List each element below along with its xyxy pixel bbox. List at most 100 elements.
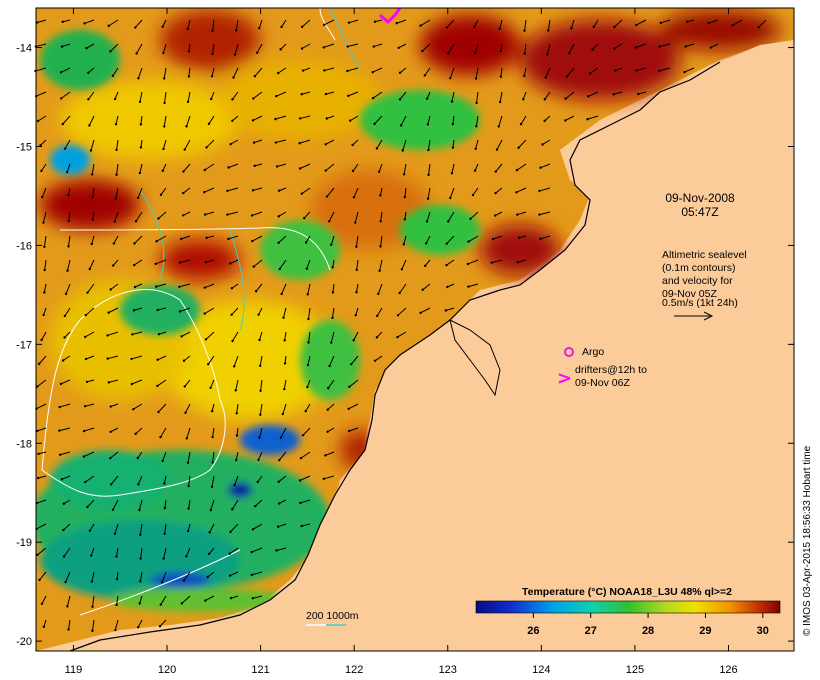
velocity-arrow [179, 259, 191, 264]
velocity-arrow [159, 619, 167, 627]
velocity-arrow-head [445, 26, 449, 29]
velocity-arrow-head [60, 97, 63, 100]
velocity-arrow [302, 427, 311, 436]
velocity-arrow [475, 115, 479, 127]
velocity-arrow [86, 379, 95, 383]
velocity-arrow-head [60, 45, 64, 48]
velocity-arrow-head [375, 314, 379, 318]
velocity-arrow [63, 547, 71, 557]
velocity-arrow-head [211, 435, 214, 439]
velocity-arrow-head [43, 268, 46, 272]
velocity-arrow [252, 235, 263, 242]
velocity-arrow [43, 283, 47, 293]
velocity-arrow [636, 67, 647, 71]
velocity-arrow-head [251, 239, 254, 243]
velocity-arrow-head [450, 172, 454, 175]
velocity-arrow [373, 43, 383, 48]
velocity-arrow [87, 67, 95, 74]
velocity-arrow-head [399, 124, 403, 127]
velocity-arrow [40, 139, 47, 146]
velocity-arrow-head [233, 484, 236, 487]
velocity-arrow [188, 475, 191, 487]
velocity-arrow-head [88, 124, 91, 127]
velocity-arrow-head [259, 364, 262, 367]
velocity-arrow-head [111, 508, 115, 511]
velocity-arrow [253, 259, 263, 267]
velocity-arrow [41, 595, 47, 605]
velocity-arrow-head [138, 171, 142, 175]
velocity-arrow [116, 139, 119, 150]
velocity-arrow [228, 235, 239, 240]
velocity-arrow [155, 259, 167, 265]
velocity-arrow-head [683, 70, 686, 74]
velocity-arrow-head [350, 362, 353, 366]
velocity-arrow-head [322, 23, 326, 27]
velocity-arrow [92, 187, 95, 198]
velocity-arrow-head [326, 430, 329, 434]
velocity-arrow [380, 235, 383, 247]
velocity-arrow [307, 307, 311, 319]
velocity-arrow [305, 403, 311, 412]
velocity-arrow-head [203, 286, 206, 289]
velocity-arrow-head [538, 213, 541, 216]
velocity-arrow [158, 403, 167, 413]
velocity-arrow [235, 379, 239, 391]
velocity-arrow-head [684, 45, 687, 48]
velocity-arrow-head [423, 264, 427, 268]
velocity-arrow [181, 235, 191, 240]
velocity-arrow-head [67, 194, 70, 197]
velocity-arrow [302, 67, 311, 72]
velocity-arrow-head [499, 75, 503, 78]
velocity-arrow-head [322, 477, 326, 481]
velocity-arrow-head [635, 23, 638, 27]
velocity-arrow-head [498, 27, 501, 30]
velocity-arrow-head [300, 25, 304, 29]
velocity-arrow-head [731, 24, 734, 27]
velocity-arrow [230, 523, 239, 533]
velocity-arrow [107, 331, 119, 336]
velocity-arrow [60, 451, 71, 456]
velocity-arrow-head [346, 69, 349, 73]
velocity-arrow-head [378, 269, 381, 272]
velocity-arrow [522, 91, 527, 100]
velocity-arrow-head [91, 605, 94, 608]
velocity-arrow [112, 499, 119, 510]
velocity-arrow [185, 547, 191, 557]
velocity-arrow [62, 355, 71, 361]
colorbar-tick-label: 28 [642, 625, 654, 637]
velocity-arrow [108, 379, 119, 383]
velocity-arrow-head [86, 505, 89, 509]
velocity-arrow [164, 499, 167, 509]
velocity-arrow [68, 211, 71, 222]
velocity-arrow [470, 211, 479, 220]
velocity-arrow [211, 67, 215, 77]
velocity-arrow [252, 523, 263, 530]
velocity-arrow [140, 139, 143, 148]
land-mass [70, 40, 794, 651]
velocity-arrow-head [331, 266, 334, 269]
velocity-arrow [259, 403, 263, 415]
velocity-arrow [36, 499, 47, 504]
velocity-arrow-head [35, 21, 39, 24]
velocity-arrow-head [157, 217, 160, 220]
velocity-arrow [204, 163, 215, 171]
altimetry-line-5: 0.5m/s (1kt 24h) [662, 297, 738, 309]
velocity-arrow [260, 379, 263, 391]
y-tick-label: -15 [16, 141, 32, 153]
velocity-arrow-head [396, 335, 399, 339]
velocity-arrow-head [155, 285, 158, 288]
velocity-arrow [420, 307, 431, 314]
velocity-arrow [427, 187, 431, 199]
velocity-arrow [212, 19, 215, 31]
velocity-arrow [255, 283, 263, 292]
velocity-arrow-head [67, 628, 70, 631]
velocity-arrow [64, 307, 71, 317]
velocity-arrow-head [211, 52, 214, 56]
velocity-arrow-head [211, 29, 214, 32]
velocity-arrow-head [324, 143, 327, 146]
velocity-arrow [275, 115, 287, 120]
velocity-arrow [230, 259, 239, 264]
velocity-arrow [156, 283, 167, 288]
velocity-arrow [253, 139, 263, 144]
velocity-arrow [349, 379, 359, 388]
